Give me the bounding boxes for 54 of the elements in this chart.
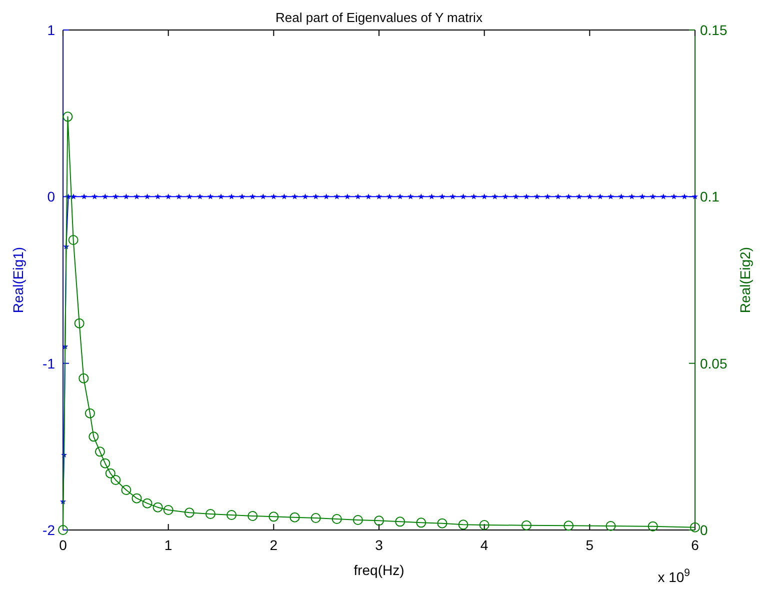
point <box>88 432 99 442</box>
point <box>152 502 163 512</box>
x-tick-label: 6 <box>691 537 700 553</box>
y2-tick-label: 0.1 <box>700 188 720 205</box>
point <box>521 520 532 530</box>
point <box>352 515 363 525</box>
y-tick-label: 1 <box>47 22 56 38</box>
point <box>163 505 174 515</box>
x-tick-label: 4 <box>480 537 488 553</box>
point <box>184 508 194 518</box>
y2-tick-label: 0 <box>700 522 708 538</box>
y2-tick-label: 0.15 <box>700 22 728 38</box>
y-tick-label: -2 <box>42 522 56 538</box>
point <box>121 485 132 495</box>
point <box>395 516 406 527</box>
point <box>132 493 142 504</box>
point <box>205 509 216 519</box>
y2-axis-title: Real(Eig2) <box>737 246 753 314</box>
point <box>110 475 121 485</box>
point <box>564 520 574 531</box>
point <box>62 112 73 122</box>
point <box>310 513 321 523</box>
y2-tick-label: 0.05 <box>700 355 728 372</box>
point <box>74 318 84 328</box>
point <box>100 458 110 468</box>
point <box>226 510 237 520</box>
point <box>458 520 468 530</box>
point <box>94 446 105 457</box>
point <box>105 468 116 478</box>
point <box>416 518 426 528</box>
y-tick-label: -1 <box>42 355 56 372</box>
point <box>248 511 258 521</box>
x-tick-label: 1 <box>164 537 172 553</box>
text: x 10$^{9}$ <box>658 567 690 585</box>
point <box>268 512 279 522</box>
point <box>68 235 78 245</box>
point <box>332 514 342 524</box>
x-tick-label: 3 <box>375 537 384 553</box>
y-tick-label: 0 <box>47 188 56 205</box>
point <box>84 408 95 418</box>
point <box>437 518 448 528</box>
point <box>374 516 384 526</box>
x-tick-label: 0 <box>59 537 68 553</box>
x-axis-title: freq(Hz) <box>354 562 404 578</box>
chart-title: Real part of Eigenvalues of Y matrix <box>276 10 483 25</box>
point <box>290 512 300 522</box>
point <box>78 373 89 384</box>
point <box>606 521 616 531</box>
x-tick-label: 2 <box>270 537 278 553</box>
x-tick-label: 5 <box>586 537 594 553</box>
point <box>648 521 658 532</box>
y-axis-title: Real(Eig1) <box>10 246 26 314</box>
point <box>142 498 152 508</box>
point <box>479 520 490 530</box>
